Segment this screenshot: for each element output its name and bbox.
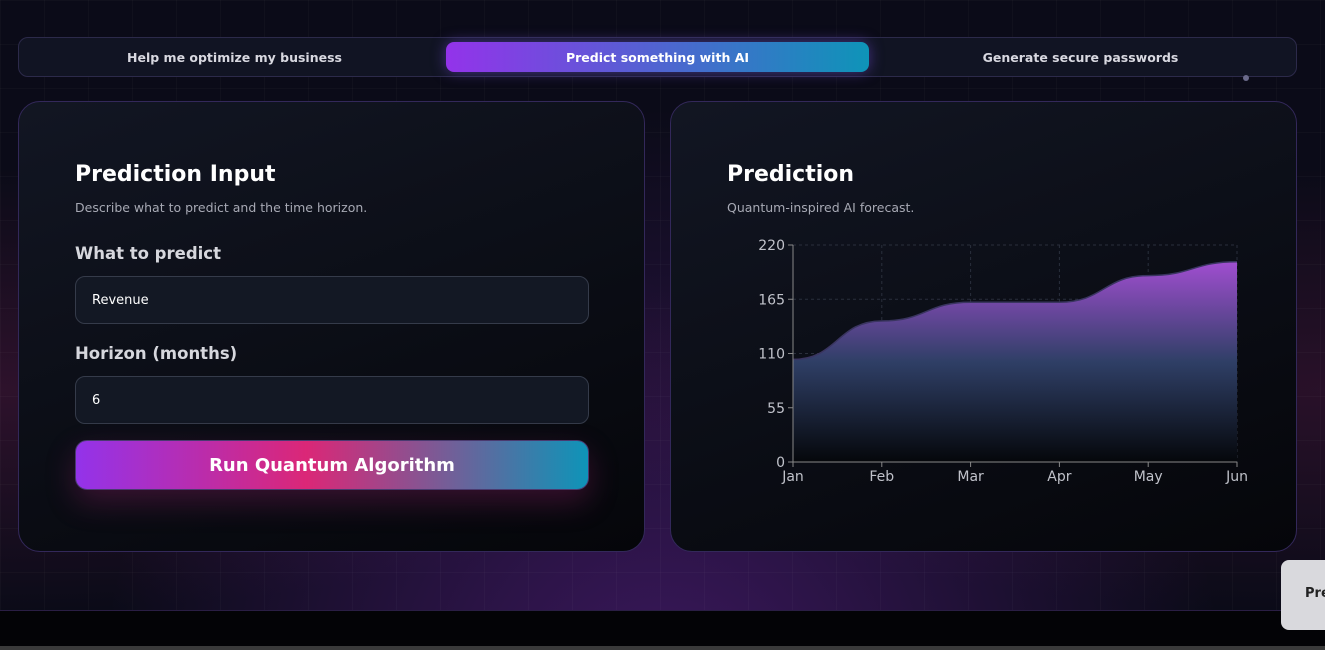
what-label: What to predict bbox=[75, 244, 221, 263]
y-tick-label: 165 bbox=[758, 292, 785, 308]
card-subtitle: Quantum-inspired AI forecast. bbox=[727, 200, 915, 215]
card-subtitle: Describe what to predict and the time ho… bbox=[75, 200, 368, 215]
toast-notification[interactable]: Pre bbox=[1281, 560, 1325, 630]
y-tick-label: 0 bbox=[776, 455, 785, 471]
card-title: Prediction Input bbox=[75, 162, 276, 187]
x-tick-label: May bbox=[1134, 469, 1163, 485]
forecast-area bbox=[793, 261, 1237, 462]
x-tick-label: Feb bbox=[869, 469, 894, 485]
run-algorithm-button[interactable]: Run Quantum Algorithm bbox=[75, 440, 589, 490]
forecast-line bbox=[792, 261, 1238, 361]
tab-bar: Help me optimize my business Predict som… bbox=[18, 37, 1297, 77]
y-tick-label: 110 bbox=[758, 347, 785, 363]
tab-predict-ai[interactable]: Predict something with AI bbox=[446, 42, 869, 72]
tab-generate-passwords[interactable]: Generate secure passwords bbox=[982, 49, 1179, 65]
card-title: Prediction bbox=[727, 162, 855, 187]
prediction-card: Prediction Quantum-inspired AI forecast.… bbox=[670, 101, 1297, 552]
horizon-input[interactable] bbox=[75, 376, 589, 424]
footer bbox=[0, 610, 1325, 650]
tab-optimize-business[interactable]: Help me optimize my business bbox=[127, 49, 342, 65]
bottom-bar bbox=[0, 646, 1325, 650]
y-tick-label: 220 bbox=[758, 238, 785, 254]
horizon-label: Horizon (months) bbox=[75, 344, 238, 363]
what-to-predict-input[interactable] bbox=[75, 276, 589, 324]
x-tick-label: Mar bbox=[957, 469, 984, 485]
forecast-chart: 0 55 110 165 220 Jan Feb Mar Apr May Jun bbox=[758, 238, 1248, 485]
x-tick-label: Jun bbox=[1225, 469, 1248, 485]
prediction-input-card: Prediction Input Describe what to predic… bbox=[18, 101, 645, 552]
x-tick-label: Apr bbox=[1047, 469, 1071, 485]
y-tick-label: 55 bbox=[767, 401, 785, 417]
indicator-dot bbox=[1243, 75, 1249, 81]
x-tick-label: Jan bbox=[781, 469, 804, 485]
